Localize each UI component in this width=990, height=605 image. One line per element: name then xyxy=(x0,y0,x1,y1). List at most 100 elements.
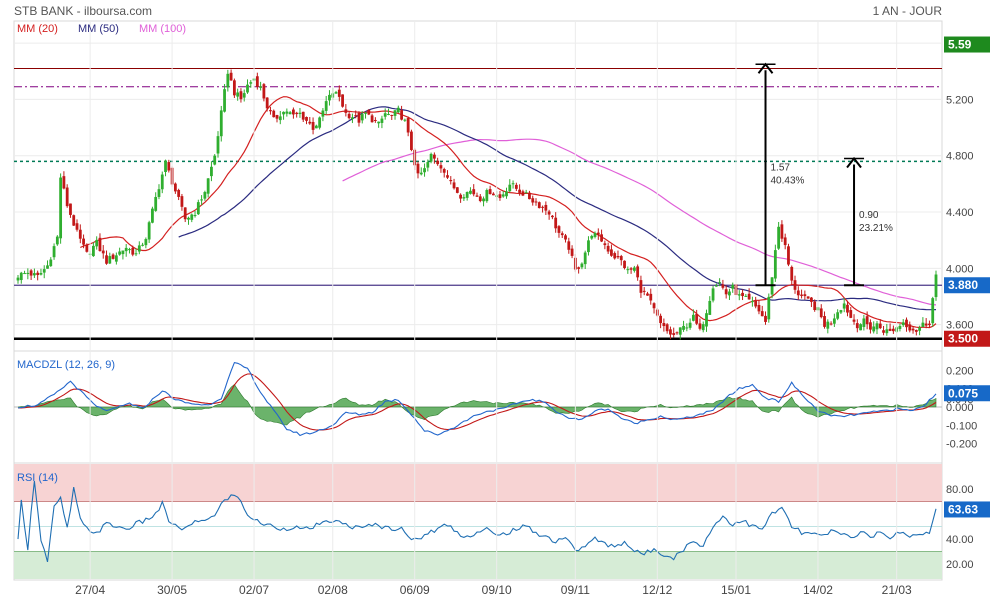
macd-tick-label: 0.200 xyxy=(946,365,974,377)
candle-body xyxy=(449,179,453,182)
candle-body xyxy=(400,110,403,120)
badge-last-price-bg xyxy=(944,277,990,294)
candle-body xyxy=(869,322,872,330)
candle-body xyxy=(321,110,325,117)
candle-body xyxy=(105,255,108,264)
candle-body xyxy=(210,166,213,177)
candle-body xyxy=(629,268,633,270)
candle-body xyxy=(452,182,456,189)
x-tick-label: 14/02 xyxy=(803,583,833,597)
candle-body xyxy=(813,301,817,311)
candle-body xyxy=(200,199,203,201)
candle-body xyxy=(357,112,361,123)
candle-body xyxy=(793,280,797,290)
candle-body xyxy=(560,233,564,236)
candle-body xyxy=(442,169,446,173)
candle-body xyxy=(623,260,626,269)
candle-body xyxy=(55,236,59,245)
candle-body xyxy=(65,187,69,207)
candle-body xyxy=(580,263,584,268)
measure-label-value: 1.57 xyxy=(771,163,791,174)
candle-body xyxy=(639,280,643,293)
candle-body xyxy=(839,310,843,313)
candle-body xyxy=(157,189,161,197)
candle-body xyxy=(744,295,748,297)
candle-body xyxy=(705,313,708,327)
candle-body xyxy=(731,284,735,289)
candle-body xyxy=(180,196,184,207)
candle-body xyxy=(908,324,912,331)
candle-body xyxy=(721,284,725,288)
candle-body xyxy=(846,304,849,313)
candle-body xyxy=(780,224,784,239)
candle-body xyxy=(278,116,282,121)
mm20-line xyxy=(80,96,937,329)
candle-body xyxy=(334,92,338,94)
candle-body xyxy=(341,94,344,107)
candle-body xyxy=(632,267,636,271)
candle-body xyxy=(206,178,210,194)
candle-body xyxy=(160,174,164,190)
candle-body xyxy=(351,117,354,119)
candle-body xyxy=(773,250,777,279)
candle-body xyxy=(711,288,715,301)
candle-body xyxy=(534,201,538,203)
candle-body xyxy=(59,177,63,239)
badge-support-price-bg xyxy=(944,330,990,347)
rsi-tick-label: 80.00 xyxy=(946,484,974,496)
measure-label-percent: 23.21% xyxy=(859,223,893,234)
period-label[interactable]: 1 AN - JOUR xyxy=(873,4,943,18)
candle-body xyxy=(164,160,167,173)
candle-body xyxy=(259,86,263,88)
candle-body xyxy=(288,112,292,115)
candle-body xyxy=(537,202,541,209)
candle-body xyxy=(698,323,702,329)
candle-body xyxy=(547,211,551,215)
candle-body xyxy=(626,269,630,271)
candle-body xyxy=(393,110,397,116)
candle-body xyxy=(275,115,279,119)
candle-body xyxy=(462,197,466,199)
candle-body xyxy=(888,328,892,331)
rsi-overbought-zone xyxy=(14,464,942,502)
candle-body xyxy=(311,121,315,130)
candle-body xyxy=(272,110,276,118)
candle-body xyxy=(98,237,102,252)
candle-body xyxy=(380,118,384,123)
candle-body xyxy=(682,325,685,330)
candle-body xyxy=(390,114,394,116)
candle-body xyxy=(114,255,118,262)
candle-body xyxy=(426,162,430,168)
candle-body xyxy=(688,322,692,328)
price-tick-label: 3.600 xyxy=(946,320,974,332)
candle-body xyxy=(865,316,869,325)
candle-body xyxy=(298,112,302,115)
macd-tick-label: -0.100 xyxy=(946,420,977,432)
candle-body xyxy=(524,192,528,194)
x-tick-label: 02/07 xyxy=(239,583,269,597)
candle-body xyxy=(308,121,312,124)
candle-body xyxy=(518,189,522,193)
candle-body xyxy=(147,222,151,240)
candle-body xyxy=(931,298,935,324)
candle-body xyxy=(665,324,669,332)
x-tick-label: 09/10 xyxy=(482,583,512,597)
candle-body xyxy=(439,165,443,169)
candle-body xyxy=(111,254,115,259)
candle-body xyxy=(754,300,758,307)
candle-body xyxy=(741,292,744,297)
candle-body xyxy=(406,118,410,133)
candle-body xyxy=(567,241,571,250)
candle-body xyxy=(469,190,472,194)
candle-body xyxy=(75,223,79,230)
candle-body xyxy=(396,107,400,113)
candle-body xyxy=(213,155,217,165)
candle-body xyxy=(531,198,535,203)
candle-body xyxy=(521,191,525,196)
candle-body xyxy=(26,272,30,274)
candle-body xyxy=(131,247,135,255)
candle-body xyxy=(367,109,371,115)
candle-body xyxy=(19,272,23,281)
